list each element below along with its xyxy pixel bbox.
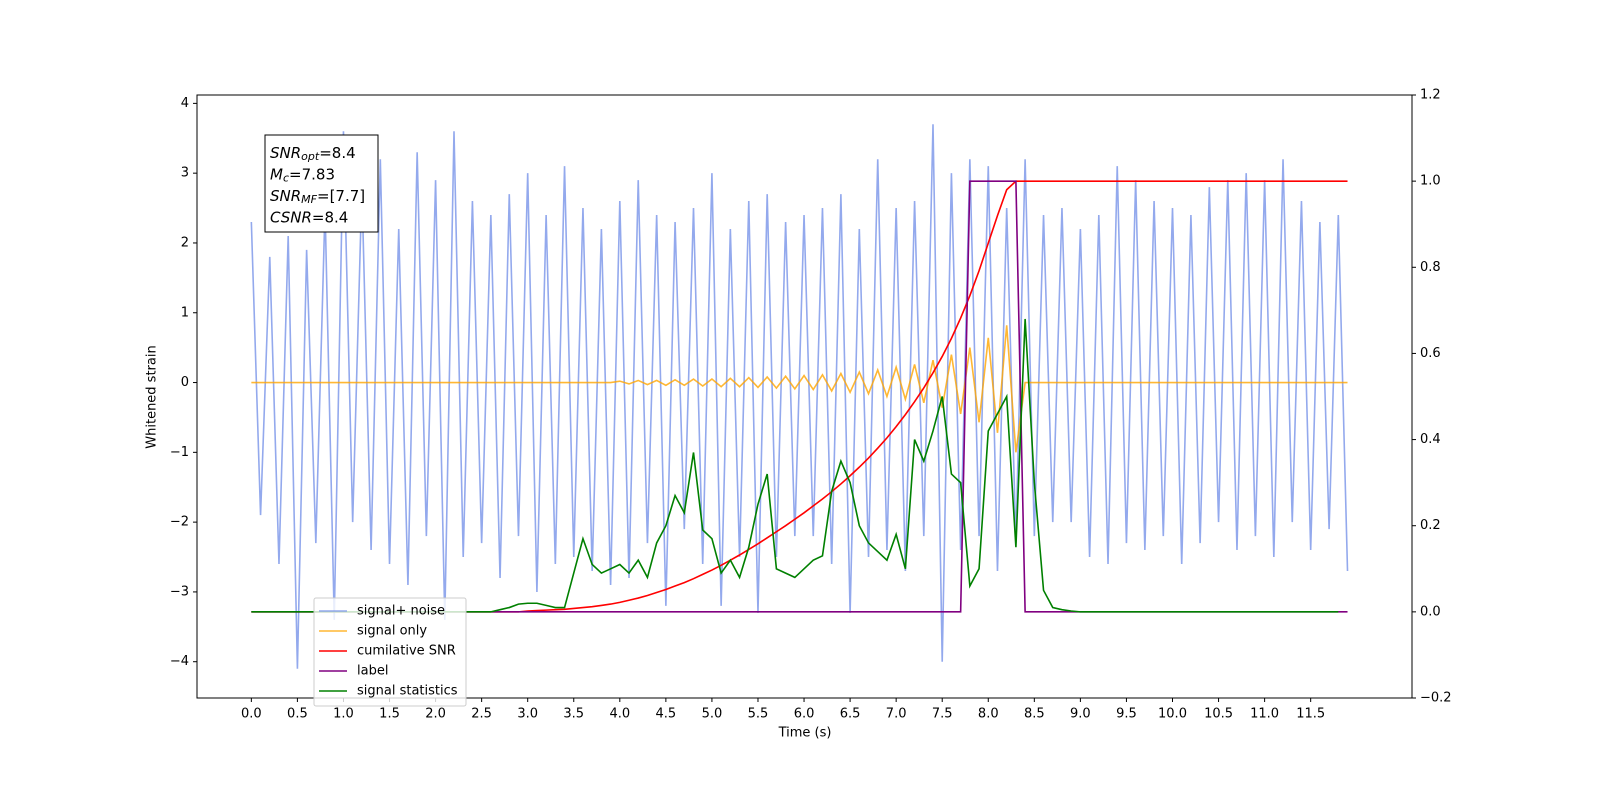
x-tick-label: 8.0 [978,707,999,722]
annotation-sub: MF [301,193,317,206]
annotation-sub: c [283,172,289,185]
x-tick-label: 10.0 [1158,707,1187,722]
x-tick-label: 9.0 [1070,707,1091,722]
x-tick-label: 8.5 [1024,707,1045,722]
x-tick-label: 4.5 [656,707,677,722]
annotation: Mc=7.83 [270,165,335,185]
y-tick-label: 2 [181,235,189,250]
annotation-base: SNR [270,144,301,162]
y2-tick-label: −0.2 [1420,691,1452,706]
x-tick-label: 7.5 [932,707,953,722]
x-tick-label: 3.5 [563,707,584,722]
x-tick-label: 6.5 [840,707,861,722]
annotation: SNRMF=[7.7] [270,187,365,207]
x-tick-label: 6.0 [794,707,815,722]
x-tick-label: 0.0 [241,707,262,722]
y2-tick-label: 0.6 [1420,346,1441,361]
series-line [251,318,1339,613]
x-tick-label: 10.5 [1204,707,1233,722]
y2-tick-label: 0.0 [1420,604,1441,619]
y-tick-label: 3 [181,166,189,181]
y-tick-label: −4 [170,654,189,669]
x-tick-label: 11.0 [1250,707,1279,722]
legend-label: signal+ noise [357,604,445,619]
annotation-sub: opt [301,150,320,163]
legend-label: signal only [357,624,427,639]
x-tick-label: 2.5 [471,707,492,722]
y2-tick-label: 0.8 [1420,260,1441,275]
y-tick-label: 0 [181,375,189,390]
series-line [250,124,1349,669]
x-tick-label: 2.0 [425,707,446,722]
y-tick-label: 4 [181,96,189,111]
annotation-value: =8.4 [319,144,355,162]
x-tick-label: 11.5 [1296,707,1325,722]
y2-tick-label: 0.2 [1420,518,1441,533]
series-line [251,325,1348,453]
y-tick-label: −1 [170,445,189,460]
y-tick-label: −3 [170,584,189,599]
annotation-base: M [270,165,283,183]
annotation-value: =8.4 [312,208,348,226]
x-tick-label: 3.0 [517,707,538,722]
annotation-box [264,134,379,233]
legend-box [313,597,467,707]
annotation-value: =7.83 [289,165,335,183]
x-tick-label: 0.5 [287,707,308,722]
x-tick-label: 1.5 [379,707,400,722]
legend-label: signal statistics [357,684,458,699]
y-tick-label: −2 [170,515,189,530]
y-tick-label: 1 [181,305,189,320]
annotation: SNRopt=8.4 [270,144,356,164]
y-axis-label: Whitened strain [145,345,160,448]
x-tick-label: 4.0 [609,707,630,722]
y2-tick-label: 1.2 [1420,88,1441,103]
x-tick-label: 5.0 [702,707,723,722]
x-tick-label: 9.5 [1116,707,1137,722]
x-axis-label: Time (s) [778,726,832,741]
annotation: CSNR=8.4 [270,208,348,226]
x-tick-label: 7.0 [886,707,907,722]
annotation-base: CSNR [270,208,312,226]
legend-label: label [357,664,388,679]
x-tick-label: 5.5 [748,707,769,722]
legend-label: cumilative SNR [357,644,456,659]
y2-tick-label: 1.0 [1420,174,1441,189]
annotation-value: =[7.7] [317,187,365,205]
y2-tick-label: 0.4 [1420,432,1441,447]
annotation-base: SNR [270,187,301,205]
x-tick-label: 1.0 [333,707,354,722]
